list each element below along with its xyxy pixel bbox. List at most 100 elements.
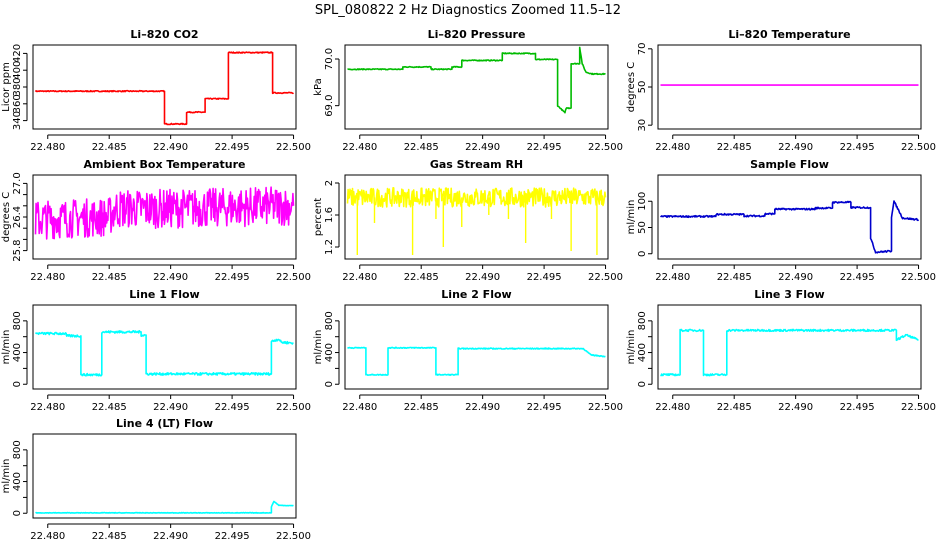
y-tick-label: 400 bbox=[12, 343, 23, 362]
plot-frame bbox=[32, 304, 297, 390]
plot-frame bbox=[344, 174, 609, 260]
x-tick-label: 22.490 bbox=[465, 142, 500, 153]
y-tick-label: 27.0 bbox=[12, 172, 23, 194]
x-tick-label: 22.480 bbox=[342, 142, 377, 153]
plot-frame bbox=[32, 44, 297, 130]
panel-title: Line 2 Flow bbox=[441, 288, 511, 301]
x-tick-label: 22.480 bbox=[30, 142, 65, 153]
y-tick-label: 420 bbox=[12, 44, 23, 63]
series-line bbox=[346, 187, 607, 208]
panel-1: Li–820 CO2 Licor ppm 22.480 22.485 22.490 22.… bbox=[1, 28, 311, 153]
y-tick-label: 2 bbox=[324, 180, 335, 186]
y-tick-label: 0 bbox=[324, 381, 335, 387]
x-tick-label: 22.500 bbox=[276, 272, 311, 283]
y-tick-label: 0 bbox=[637, 381, 648, 387]
x-tick-label: 22.495 bbox=[527, 142, 562, 153]
x-tick-label: 22.490 bbox=[465, 402, 500, 413]
x-tick-label: 22.490 bbox=[778, 142, 813, 153]
panel-10: Line 4 (LT) Flow ml/min 22.480 22.485 22.490… bbox=[1, 417, 311, 540]
x-tick-label: 22.495 bbox=[840, 402, 875, 413]
y-tick-label: 50 bbox=[637, 81, 648, 94]
y-tick-label: 25.8 bbox=[12, 239, 23, 261]
x-tick-label: 22.480 bbox=[655, 402, 690, 413]
y-tick-label: 800 bbox=[324, 311, 335, 330]
x-tick-label: 22.480 bbox=[342, 402, 377, 413]
x-tick-label: 22.495 bbox=[527, 402, 562, 413]
y-tick-label: 360 bbox=[12, 94, 23, 113]
x-tick-label: 22.500 bbox=[901, 402, 936, 413]
x-tick-label: 22.480 bbox=[30, 272, 65, 283]
panel-title: Li–820 CO2 bbox=[130, 28, 198, 41]
y-tick-label: 340 bbox=[12, 111, 23, 130]
y-axis-label: kPa bbox=[313, 78, 324, 96]
y-tick-label: 70 bbox=[637, 42, 648, 55]
y-tick-label: 0 bbox=[12, 510, 23, 516]
x-tick-label: 22.480 bbox=[655, 272, 690, 283]
y-tick-label: 800 bbox=[12, 440, 23, 459]
y-tick-label: 70.0 bbox=[324, 48, 335, 70]
y-tick-label: 100 bbox=[637, 192, 648, 211]
x-tick-label: 22.500 bbox=[588, 402, 623, 413]
panel-title: Line 1 Flow bbox=[129, 288, 199, 301]
y-tick-label: 400 bbox=[637, 343, 648, 362]
y-tick-label: 1.6 bbox=[324, 207, 335, 223]
panel-title: Gas Stream RH bbox=[430, 158, 523, 171]
x-tick-label: 22.495 bbox=[527, 272, 562, 283]
figure-title: SPL_080822 2 Hz Diagnostics Zoomed 11.5–… bbox=[315, 3, 621, 18]
x-tick-label: 22.500 bbox=[588, 142, 623, 153]
y-tick-label: 400 bbox=[12, 61, 23, 80]
x-tick-label: 22.485 bbox=[92, 272, 127, 283]
y-tick-label: 400 bbox=[12, 472, 23, 491]
y-tick-label: 0 bbox=[637, 251, 648, 257]
x-tick-label: 22.495 bbox=[215, 142, 250, 153]
y-tick-label: 400 bbox=[324, 343, 335, 362]
y-tick-label: 380 bbox=[12, 77, 23, 96]
plot-frame bbox=[657, 304, 922, 390]
panel-title: Li–820 Pressure bbox=[428, 28, 526, 41]
y-axis-label: ml/min bbox=[1, 459, 12, 494]
y-axis-label: degrees C bbox=[1, 192, 12, 242]
y-axis-label: ml/min bbox=[626, 200, 637, 235]
panel-3: Li–820 Temperature degrees C 22.480 22.485 2… bbox=[626, 28, 936, 153]
y-tick-label: 800 bbox=[12, 311, 23, 330]
panel-4: Ambient Box Temperature degrees C 22.480 22… bbox=[1, 158, 311, 283]
x-tick-label: 22.490 bbox=[778, 272, 813, 283]
x-tick-label: 22.485 bbox=[717, 142, 752, 153]
y-tick-label: 0 bbox=[12, 381, 23, 387]
x-tick-label: 22.480 bbox=[30, 402, 65, 413]
series-line bbox=[34, 330, 294, 377]
panel-7: Line 1 Flow ml/min 22.480 22.485 22.490 22.49… bbox=[1, 288, 311, 413]
plot-frame bbox=[32, 433, 297, 519]
y-tick-label: 69.0 bbox=[324, 95, 335, 117]
series-line bbox=[347, 346, 606, 376]
x-tick-label: 22.490 bbox=[153, 531, 188, 540]
series-line bbox=[34, 51, 294, 126]
panel-title: Li–820 Temperature bbox=[728, 28, 850, 41]
x-tick-label: 22.485 bbox=[404, 402, 439, 413]
x-tick-label: 22.485 bbox=[404, 272, 439, 283]
x-tick-label: 22.495 bbox=[840, 272, 875, 283]
series-line bbox=[347, 46, 606, 114]
x-tick-label: 22.485 bbox=[717, 272, 752, 283]
x-tick-label: 22.485 bbox=[404, 142, 439, 153]
x-tick-label: 22.495 bbox=[215, 402, 250, 413]
x-tick-label: 22.485 bbox=[92, 142, 127, 153]
x-tick-label: 22.490 bbox=[153, 142, 188, 153]
x-tick-label: 22.485 bbox=[92, 402, 127, 413]
panel-title: Line 3 Flow bbox=[754, 288, 824, 301]
series-line bbox=[659, 200, 920, 254]
y-tick-label: 50 bbox=[637, 221, 648, 234]
x-tick-label: 22.500 bbox=[276, 402, 311, 413]
y-tick-label: 800 bbox=[637, 311, 648, 330]
x-tick-label: 22.500 bbox=[276, 531, 311, 540]
x-tick-label: 22.500 bbox=[588, 272, 623, 283]
plot-frame bbox=[32, 174, 297, 260]
plot-frame bbox=[657, 174, 922, 260]
y-axis-label: ml/min bbox=[626, 330, 637, 365]
plot-frame bbox=[344, 304, 609, 390]
x-tick-label: 22.500 bbox=[901, 142, 936, 153]
x-tick-label: 22.490 bbox=[153, 402, 188, 413]
y-axis-label: ml/min bbox=[313, 330, 324, 365]
y-axis-label: percent bbox=[313, 198, 324, 236]
